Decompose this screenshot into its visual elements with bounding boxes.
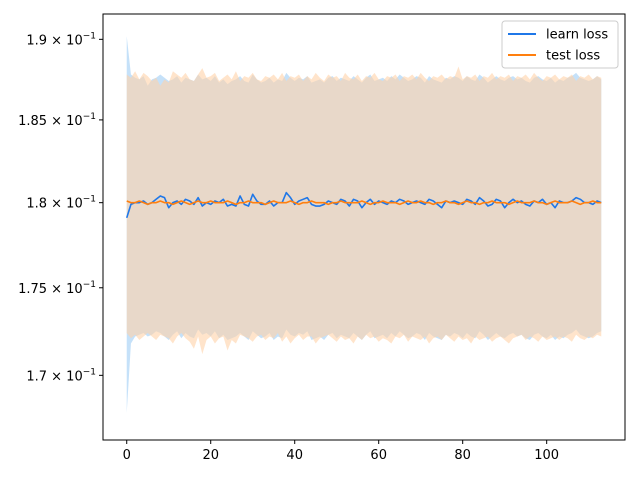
x-tick-label: 100: [534, 448, 559, 463]
plot-area: [125, 36, 602, 413]
confidence-bands: [126, 36, 602, 413]
y-tick-label: 1.75 × 10−1: [18, 280, 96, 297]
y-tick-label: 1.9 × 10−1: [26, 31, 96, 48]
y-tick-label: 1.8 × 10−1: [26, 195, 96, 212]
x-tick-label: 60: [370, 448, 387, 463]
y-tick-label: 1.7 × 10−1: [26, 367, 96, 384]
legend: learn loss test loss: [501, 20, 619, 69]
legend-box: [501, 20, 619, 69]
x-tick-label: 0: [123, 448, 131, 463]
y-tick-label: 1.85 × 10−1: [18, 112, 96, 129]
axes-frame: [102, 13, 626, 441]
legend-label: test loss: [546, 49, 600, 64]
line-test-loss: [126, 200, 602, 206]
band-test-loss: [126, 66, 602, 355]
x-tick-label: 20: [202, 448, 219, 463]
y-axis: 1.7 × 10−1 1.75 × 10−1 1.8 × 10−1 1.85 × 10…: [18, 31, 103, 384]
x-axis: 0 20 40 60 80 100: [123, 440, 559, 463]
x-tick-label: 80: [454, 448, 471, 463]
series-lines: [125, 191, 602, 219]
legend-label: learn loss: [546, 28, 608, 43]
x-tick-label: 40: [286, 448, 303, 463]
